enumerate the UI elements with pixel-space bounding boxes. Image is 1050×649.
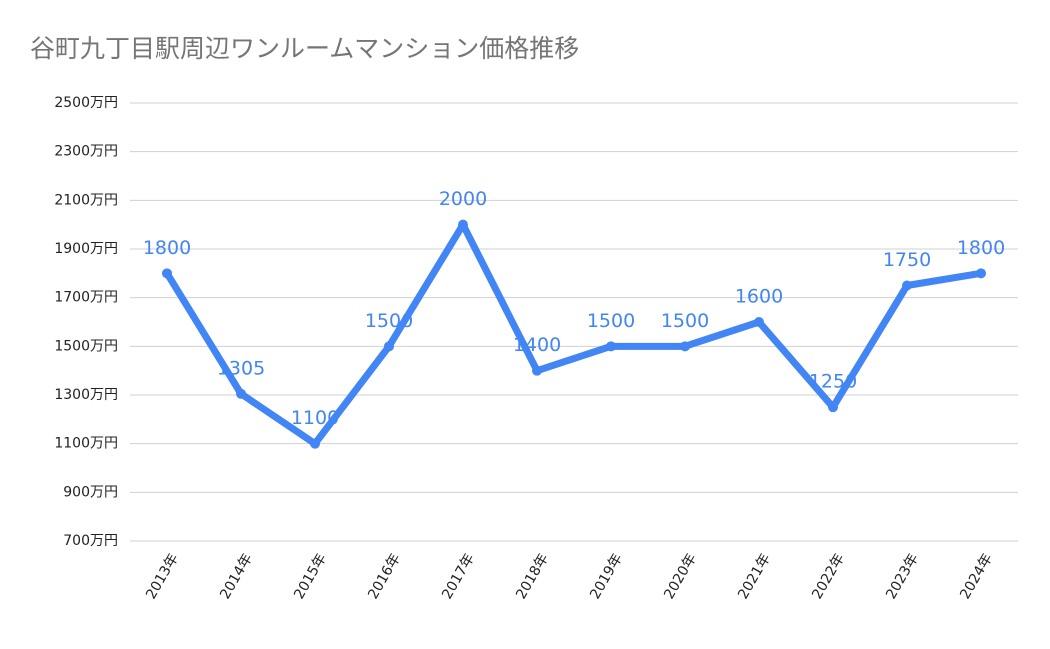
x-tick-label: 2013年 (143, 551, 182, 602)
x-tick-label: 2021年 (735, 551, 774, 602)
data-point (236, 388, 246, 399)
y-tick-label: 1300万円 (54, 387, 118, 403)
data-label: 1500 (587, 310, 635, 332)
data-point (828, 402, 838, 413)
data-label: 1500 (365, 310, 413, 332)
x-tick-label: 2017年 (439, 551, 478, 602)
y-tick-label: 2500万円 (54, 95, 118, 111)
data-point (162, 268, 172, 279)
data-label: 1800 (957, 237, 1005, 259)
data-point (754, 317, 764, 327)
data-point (902, 280, 912, 291)
data-label: 1100 (291, 407, 339, 429)
data-label: 1400 (513, 334, 561, 356)
y-tick-label: 2300万円 (54, 144, 118, 160)
y-tick-label: 900万円 (63, 484, 118, 500)
data-label: 1305 (217, 357, 265, 379)
data-label: 1500 (661, 310, 709, 332)
x-tick-label: 2023年 (883, 551, 922, 602)
x-tick-label: 2018年 (513, 551, 552, 602)
y-tick-label: 1900万円 (54, 241, 118, 257)
x-tick-label: 2024年 (957, 551, 996, 602)
data-line (164, 221, 982, 448)
data-label: 1250 (809, 371, 857, 393)
data-point (458, 219, 468, 230)
x-tick-label: 2022年 (809, 551, 848, 602)
data-point (680, 341, 690, 352)
x-tick-label: 2014年 (217, 551, 256, 602)
data-label: 2000 (439, 188, 487, 210)
y-tick-label: 2100万円 (54, 192, 118, 208)
x-tick-label: 2019年 (587, 551, 626, 602)
y-tick-label: 1100万円 (54, 436, 118, 452)
data-label: 1750 (883, 249, 931, 271)
x-tick-label: 2020年 (661, 551, 700, 602)
chart-title: 谷町九丁目駅周辺ワンルームマンション価格推移 (30, 34, 579, 63)
y-tick-label: 1700万円 (54, 290, 118, 306)
data-point (384, 341, 394, 352)
data-label: 1600 (735, 286, 783, 308)
y-tick-label: 1500万円 (54, 338, 118, 354)
x-tick-label: 2015年 (291, 551, 330, 602)
data-point (532, 365, 542, 376)
data-point (976, 268, 986, 279)
data-point (606, 341, 616, 352)
x-tick-label: 2016年 (365, 551, 404, 602)
y-tick-label: 700万円 (63, 533, 118, 549)
data-point (310, 438, 320, 449)
data-label: 1800 (143, 237, 191, 259)
